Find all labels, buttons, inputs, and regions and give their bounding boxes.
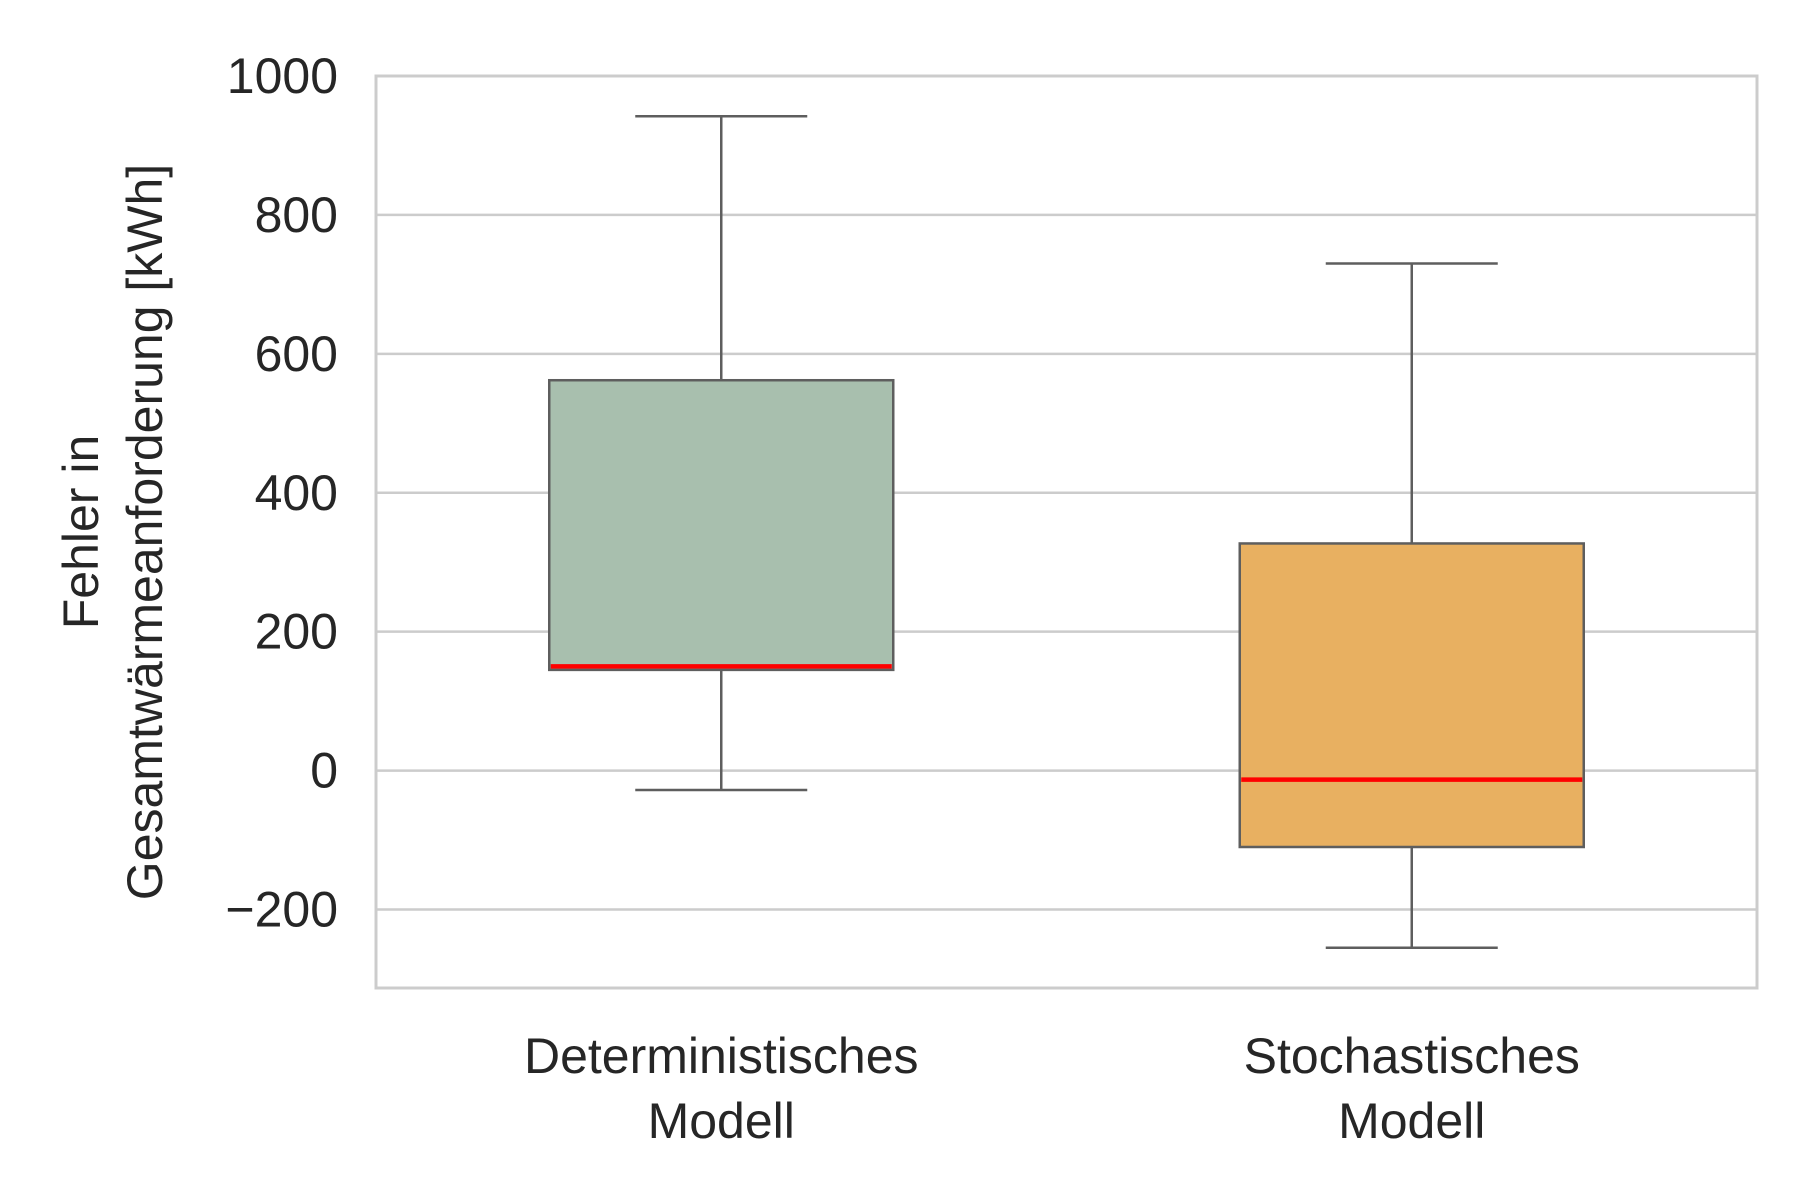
iqr-box (548, 378, 895, 672)
y-tick-label: 800 (255, 187, 338, 243)
plot-frame (374, 74, 1759, 990)
y-axis-label: Fehler in Gesamtwärmeanforderung [kWh] (53, 164, 173, 900)
x-tick-label: Deterministisches (524, 1028, 919, 1084)
y-tick-label: 600 (255, 326, 338, 382)
y-tick-label: 400 (255, 465, 338, 521)
y-tick-label: 1000 (227, 48, 338, 104)
y-axis-label-line: Fehler in (53, 435, 109, 630)
iqr-box (1238, 542, 1585, 849)
x-tick-label: Stochastisches (1244, 1028, 1580, 1084)
box-0 (548, 115, 895, 792)
y-tick-labels: −200 0 200 400 600 800 1000 (225, 48, 338, 938)
box-1 (1238, 262, 1585, 949)
x-tick-labels: Deterministisches Modell Stochastisches Mod… (524, 1028, 1580, 1149)
y-tick-label: −200 (225, 882, 338, 938)
y-tick-label: 0 (310, 743, 338, 799)
y-tick-label: 200 (255, 604, 338, 660)
y-axis-label-line: Gesamtwärmeanforderung [kWh] (117, 164, 173, 900)
x-tick-label: Modell (648, 1093, 795, 1149)
x-tick-label: Modell (1338, 1093, 1485, 1149)
box-series (548, 115, 1585, 949)
